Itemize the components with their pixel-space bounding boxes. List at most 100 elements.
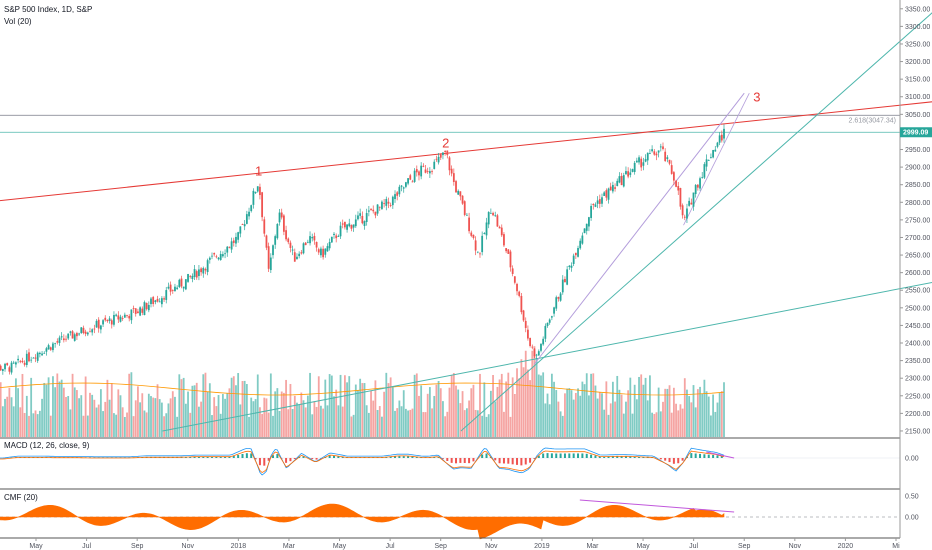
volume-bar xyxy=(110,383,113,437)
candle-body xyxy=(56,341,59,343)
macd-histogram-bar xyxy=(677,458,680,464)
volume-bar xyxy=(677,410,680,437)
macd-histogram-bar xyxy=(254,458,257,460)
candle-body xyxy=(574,252,577,256)
candle-body xyxy=(80,327,83,334)
candle-body xyxy=(644,159,647,162)
candle-body xyxy=(579,240,582,249)
volume-bar xyxy=(535,358,538,437)
volume-bar xyxy=(180,379,183,437)
volume-bar xyxy=(265,398,268,437)
macd-histogram-bar xyxy=(394,456,397,458)
cmf-tick-label: 0.00 xyxy=(905,515,919,522)
macd-histogram-bar xyxy=(224,456,227,458)
volume-bar xyxy=(158,399,161,437)
macd-histogram-bar xyxy=(293,458,296,460)
volume-bar xyxy=(672,387,675,437)
macd-histogram-bar xyxy=(407,456,410,458)
candle-body xyxy=(577,248,579,257)
candle-body xyxy=(524,320,527,328)
candle-body xyxy=(43,352,46,354)
candle-body xyxy=(176,287,179,289)
volume-bar xyxy=(65,397,67,437)
candle-body xyxy=(596,200,599,204)
volume-bar xyxy=(317,376,320,437)
volume-bar xyxy=(694,407,697,437)
candle-body xyxy=(529,337,531,346)
candle-body xyxy=(435,158,438,160)
candle-body xyxy=(49,347,52,350)
volume-bar xyxy=(701,393,704,437)
trendlines[interactable] xyxy=(0,0,932,432)
macd-histogram-bar xyxy=(507,458,510,464)
candle-body xyxy=(276,223,279,239)
price-tick-label: 2750.00 xyxy=(905,217,930,224)
candle-body xyxy=(452,173,455,183)
candle-body xyxy=(413,170,416,182)
volume-bar xyxy=(420,385,423,437)
volume-bar xyxy=(178,374,181,437)
volume-bar xyxy=(378,406,381,437)
macd-histogram-bar xyxy=(720,456,723,458)
candle-body xyxy=(208,257,211,260)
candle-body xyxy=(337,236,340,237)
volume-bar xyxy=(662,401,664,437)
price-tick-label: 2700.00 xyxy=(905,235,930,242)
candle-body xyxy=(191,275,194,280)
candle-body xyxy=(169,284,172,292)
volume-bar xyxy=(19,407,22,437)
candle-body xyxy=(696,184,699,188)
candle-body xyxy=(143,302,146,316)
candle-body xyxy=(723,128,725,139)
candle-body xyxy=(503,234,505,246)
volume-bar xyxy=(459,403,462,437)
candle-body xyxy=(415,169,418,173)
volume-bar xyxy=(692,385,695,437)
time-tick-label: Jul xyxy=(82,543,91,550)
price-tick-label: 2350.00 xyxy=(905,358,930,365)
candle-body xyxy=(485,222,488,236)
time-tick-label: Mi xyxy=(892,543,900,550)
candle-body xyxy=(594,204,597,207)
candle-body xyxy=(720,134,723,141)
volume-bar xyxy=(426,393,429,437)
candle-body xyxy=(324,248,327,255)
volume-bar xyxy=(433,395,436,437)
candle-body xyxy=(653,151,656,155)
candle-body xyxy=(635,160,638,163)
volume-bar xyxy=(202,374,205,437)
candle-body xyxy=(581,235,584,244)
volume-bar xyxy=(411,408,414,437)
macd-histogram-bar xyxy=(607,456,610,458)
volume-bar xyxy=(221,394,224,437)
candle-body xyxy=(346,224,348,230)
volume-bar xyxy=(424,412,427,437)
volume-bar xyxy=(41,398,43,437)
candle-body xyxy=(213,252,216,255)
volume-bar xyxy=(160,402,163,437)
volume-bar xyxy=(500,373,503,437)
candle-body xyxy=(598,199,601,204)
last-price-tag xyxy=(900,127,932,138)
macd-histogram-bar xyxy=(446,458,449,461)
candle-body xyxy=(69,331,72,333)
macd-histogram-bar xyxy=(555,453,558,458)
volume-bar xyxy=(699,386,701,437)
candle-body xyxy=(670,165,673,174)
candle-body xyxy=(320,248,322,256)
candle-body xyxy=(221,254,224,257)
macd-label: MACD (12, 26, close, 9) xyxy=(4,441,90,450)
candle-body xyxy=(433,161,436,169)
volume-bar xyxy=(12,406,15,437)
volume-bar xyxy=(152,397,155,437)
candle-body xyxy=(500,227,503,236)
candle-body xyxy=(448,157,451,171)
volume-bar xyxy=(509,416,512,437)
volume-bar xyxy=(690,402,693,437)
volume-bar xyxy=(30,377,33,437)
volume-bar xyxy=(169,398,172,437)
volume-bar xyxy=(52,376,54,437)
volume-bar xyxy=(703,379,706,437)
macd-histogram-bar xyxy=(206,456,209,458)
